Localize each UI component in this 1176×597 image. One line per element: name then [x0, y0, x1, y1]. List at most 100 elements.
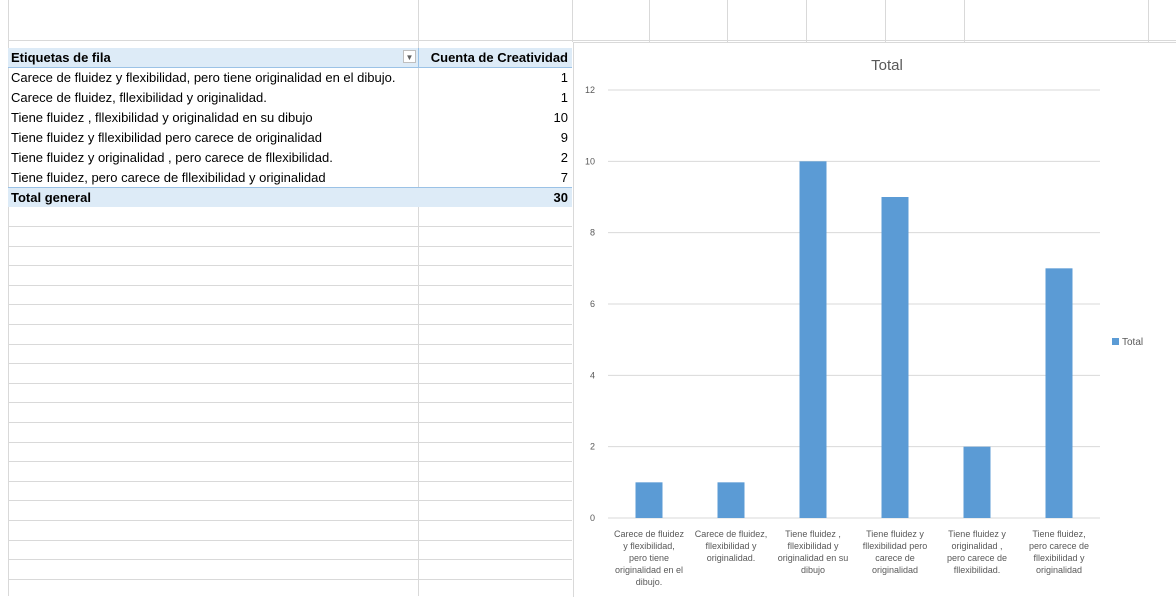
- pivot-header-row: Etiquetas de fila ▼ Cuenta de Creativida…: [8, 48, 572, 68]
- y-tick-label: 10: [585, 156, 595, 166]
- x-category-label-line: fllexibilidad y: [705, 541, 757, 551]
- row-count: 10: [553, 110, 568, 125]
- grid-row-line: [8, 579, 572, 580]
- grid-row-line: [8, 265, 572, 266]
- column-separator: [418, 48, 419, 67]
- chart-canvas: Total 0 2 4 6 8 10 12 Carece de fluidez y flexi…: [585, 57, 1143, 587]
- x-category-label-line: originalidad: [1036, 565, 1082, 575]
- bar[interactable]: [963, 446, 991, 518]
- y-tick-label: 4: [590, 370, 595, 380]
- x-category-label: Carece de fluidez y flexibilidad, pero tie…: [614, 529, 685, 587]
- total-count: 30: [553, 190, 568, 205]
- gridlines: [608, 89, 1100, 519]
- grid-row-line: [8, 363, 572, 364]
- row-label: Carece de fluidez, fllexibilidad y origi…: [11, 90, 267, 105]
- row-count: 1: [560, 90, 568, 105]
- bar-chart[interactable]: Total 0 2 4 6 8 10 12 Carece de fluidez y flexi…: [573, 42, 1176, 597]
- legend[interactable]: Total: [1112, 337, 1143, 348]
- filter-dropdown-icon[interactable]: ▼: [403, 50, 416, 63]
- row-count: 9: [560, 130, 568, 145]
- chart-title: Total: [871, 57, 903, 74]
- x-category-label-line: originalidad en el: [615, 565, 683, 575]
- x-category-label-line: dibujo.: [636, 577, 663, 587]
- y-tick-label: 12: [585, 85, 595, 95]
- bar[interactable]: [1045, 268, 1073, 518]
- grid-column-line: [885, 0, 886, 42]
- total-label: Total general: [11, 190, 91, 205]
- x-category-label-line: Tiene fluidez y: [866, 529, 924, 539]
- x-category-label-line: originalidad: [872, 565, 918, 575]
- bar[interactable]: [717, 482, 745, 518]
- pivot-row[interactable]: Tiene fluidez, pero carece de fllexibili…: [8, 168, 572, 187]
- row-label: Tiene fluidez, pero carece de fllexibili…: [11, 170, 326, 185]
- x-category-label-line: Carece de fluidez,: [695, 529, 768, 539]
- grid-row-line: [8, 40, 1176, 41]
- pivot-row[interactable]: Carece de fluidez y flexibilidad, pero t…: [8, 68, 572, 87]
- grid-row-line: [8, 324, 572, 325]
- y-tick-label: 0: [590, 513, 595, 523]
- row-label: Tiene fluidez y originalidad , pero care…: [11, 150, 333, 165]
- row-count: 7: [560, 170, 568, 185]
- grid-row-line: [8, 442, 572, 443]
- grid-column-line: [8, 0, 9, 596]
- grid-row-line: [8, 285, 572, 286]
- x-category-label-line: dibujo: [801, 565, 825, 575]
- grid-column-line: [727, 0, 728, 42]
- bars: [635, 161, 1073, 518]
- grid-row-line: [8, 226, 572, 227]
- x-category-label: Tiene fluidez y fllexibilidad pero carece …: [863, 529, 928, 575]
- pivot-row[interactable]: Tiene fluidez y fllexibilidad pero carec…: [8, 128, 572, 147]
- grid-row-line: [8, 540, 572, 541]
- x-category-label: Tiene fluidez y originalidad , pero carece…: [947, 529, 1007, 575]
- x-category-label: Tiene fluidez, pero carece de fllexibilida…: [1029, 529, 1089, 575]
- row-labels-header: Etiquetas de fila: [11, 50, 111, 65]
- row-label: Tiene fluidez , fllexibilidad y original…: [11, 110, 313, 125]
- grid-column-line: [964, 0, 965, 42]
- y-axis-ticks: 0 2 4 6 8 10 12: [585, 85, 595, 523]
- grid-column-line: [418, 0, 419, 596]
- pivot-row[interactable]: Tiene fluidez y originalidad , pero care…: [8, 148, 572, 167]
- legend-swatch: [1112, 338, 1119, 345]
- x-axis-categories: Carece de fluidez y flexibilidad, pero tie…: [614, 529, 1089, 587]
- x-category-label-line: Carece de fluidez: [614, 529, 685, 539]
- grid-row-line: [8, 402, 572, 403]
- x-category-label-line: pero carece de: [1029, 541, 1089, 551]
- bar[interactable]: [635, 482, 663, 518]
- x-category-label-line: carece de: [875, 553, 915, 563]
- pivot-row[interactable]: Carece de fluidez, fllexibilidad y origi…: [8, 88, 572, 107]
- grid-column-line: [572, 0, 573, 42]
- bar[interactable]: [881, 197, 909, 518]
- grid-row-line: [8, 559, 572, 560]
- grid-row-line: [8, 344, 572, 345]
- x-category-label-line: pero tiene: [629, 553, 669, 563]
- row-label: Tiene fluidez y fllexibilidad pero carec…: [11, 130, 322, 145]
- x-category-label-line: fllexibilidad y: [1033, 553, 1085, 563]
- x-category-label-line: Tiene fluidez y: [948, 529, 1006, 539]
- bar[interactable]: [799, 161, 827, 518]
- grid-row-line: [8, 246, 572, 247]
- x-category-label-line: fllexibilidad pero: [863, 541, 928, 551]
- pivot-row[interactable]: Tiene fluidez , fllexibilidad y original…: [8, 108, 572, 127]
- grid-row-line: [8, 383, 572, 384]
- grid-row-line: [8, 520, 572, 521]
- x-category-label-line: originalidad en su: [778, 553, 849, 563]
- grid-column-line: [649, 0, 650, 42]
- row-count: 2: [560, 150, 568, 165]
- y-tick-label: 8: [590, 228, 595, 238]
- grid-row-line: [8, 500, 572, 501]
- grid-column-line: [1148, 0, 1149, 42]
- grid-column-line: [806, 0, 807, 42]
- x-category-label-line: Tiene fluidez,: [1032, 529, 1085, 539]
- grid-row-line: [8, 461, 572, 462]
- x-category-label-line: fllexibilidad.: [954, 565, 1001, 575]
- x-category-label-line: fllexibilidad y: [787, 541, 839, 551]
- grid-row-line: [8, 481, 572, 482]
- count-header: Cuenta de Creatividad: [430, 50, 568, 65]
- row-count: 1: [560, 70, 568, 85]
- grid-row-line: [8, 422, 572, 423]
- grid-row-line: [8, 304, 572, 305]
- pivot-total-row[interactable]: Total general 30: [8, 187, 572, 207]
- x-category-label-line: originalidad.: [707, 553, 756, 563]
- row-label: Carece de fluidez y flexibilidad, pero t…: [11, 70, 396, 85]
